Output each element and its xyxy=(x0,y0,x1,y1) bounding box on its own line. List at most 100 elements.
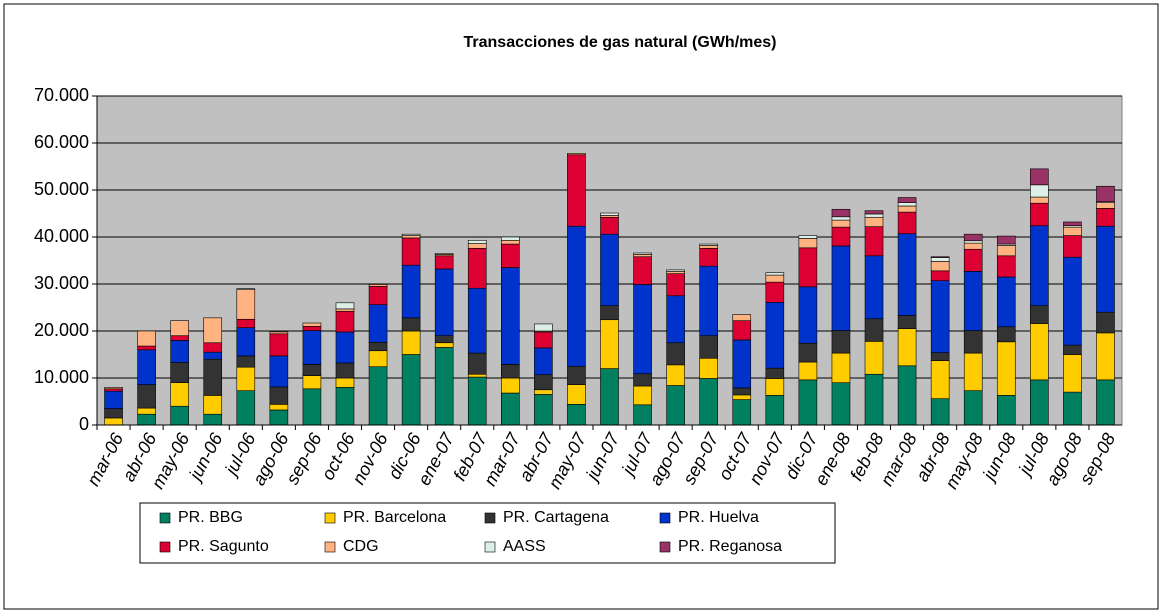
bar-segment xyxy=(170,320,189,337)
bar-segment xyxy=(831,219,851,228)
legend-label: PR. Cartagena xyxy=(503,509,609,526)
bar-segment xyxy=(203,395,223,415)
legend-swatch xyxy=(324,541,336,553)
legend-label: PR. Reganosa xyxy=(678,538,782,555)
y-tick-label: 40.000 xyxy=(34,226,89,246)
bar-segment xyxy=(302,388,322,426)
bar-segment xyxy=(1096,379,1115,426)
bar-segment xyxy=(203,317,223,344)
bar-segment xyxy=(534,394,553,426)
y-tick-label: 70.000 xyxy=(34,85,89,105)
bar-segment xyxy=(203,413,223,426)
y-tick-label: 50.000 xyxy=(34,179,89,199)
bar-segment xyxy=(732,320,752,341)
bar-segment xyxy=(897,315,917,329)
bar-segment xyxy=(963,352,983,391)
bar-segment xyxy=(203,351,223,360)
bar-segment xyxy=(467,243,487,249)
bar-segment xyxy=(699,378,718,426)
bar-segment xyxy=(930,360,950,399)
bar-segment xyxy=(930,261,950,272)
bar-segment xyxy=(897,365,917,426)
bar-segment xyxy=(335,362,355,379)
bar-segment xyxy=(368,286,388,305)
bar-segment xyxy=(963,233,983,242)
bar-segment xyxy=(633,284,652,375)
bar-segment xyxy=(137,407,156,415)
bar-segment xyxy=(137,384,156,409)
bar-segment xyxy=(1030,323,1049,381)
bar-segment xyxy=(104,408,123,419)
bar-segment xyxy=(467,247,487,289)
bar-segment xyxy=(269,331,289,335)
bar-segment xyxy=(864,216,884,227)
bar-segment xyxy=(963,330,983,354)
bar-segment xyxy=(1030,184,1049,198)
bar-segment xyxy=(1063,344,1082,355)
legend-swatch xyxy=(484,512,496,524)
bar-segment xyxy=(1096,202,1115,209)
y-tick-label: 10.000 xyxy=(34,367,89,387)
bar-segment xyxy=(930,398,950,426)
bar-segment xyxy=(798,361,818,381)
bar-segment xyxy=(600,305,619,321)
bar-segment xyxy=(1063,226,1082,236)
bar-segment xyxy=(1096,208,1115,227)
bar-segment xyxy=(633,254,652,258)
bar-segment xyxy=(831,216,851,221)
bar-segment xyxy=(170,405,189,426)
bar-segment xyxy=(1096,225,1115,313)
bar-segment xyxy=(798,286,818,344)
bar-segment xyxy=(633,404,652,426)
bar-segment xyxy=(732,314,752,321)
bar-segment xyxy=(269,333,289,357)
bar-segment xyxy=(236,366,256,391)
bar-segment xyxy=(203,342,223,353)
bar-segment xyxy=(765,367,785,379)
bar-segment xyxy=(534,331,553,349)
bar-segment xyxy=(600,233,619,306)
bar-segment xyxy=(401,235,421,239)
bar-segment xyxy=(335,377,355,388)
legend-swatch xyxy=(484,541,496,553)
bar-segment xyxy=(897,202,917,207)
bar-segment xyxy=(401,330,421,355)
bar-segment xyxy=(864,318,884,342)
bar-segment xyxy=(368,304,388,343)
bar-segment xyxy=(765,302,785,369)
bar-segment xyxy=(170,382,189,407)
bar-segment xyxy=(1063,221,1082,227)
bar-segment xyxy=(368,341,388,352)
bar-segment xyxy=(203,358,223,396)
bar-segment xyxy=(1030,168,1049,186)
bar-segment xyxy=(567,153,586,156)
bar-segment xyxy=(170,335,189,341)
bar-segment xyxy=(401,354,421,426)
bar-segment xyxy=(831,226,851,247)
bar-segment xyxy=(699,243,718,246)
bar-segment xyxy=(1096,185,1115,203)
bar-segment xyxy=(335,387,355,426)
bar-segment xyxy=(236,355,256,368)
bar-segment xyxy=(534,374,553,391)
bar-segment xyxy=(1096,311,1115,334)
bar-segment xyxy=(236,288,256,290)
bar-segment xyxy=(897,205,917,213)
bar-segment xyxy=(434,347,454,426)
bar-segment xyxy=(567,404,586,426)
bar-segment xyxy=(930,257,950,262)
bar-segment xyxy=(996,326,1016,343)
bar-segment xyxy=(831,245,851,331)
bar-segment xyxy=(534,347,553,376)
bar-segment xyxy=(798,235,818,239)
bar-segment xyxy=(864,226,884,257)
bar-segment xyxy=(732,399,752,426)
bar-segment xyxy=(467,287,487,354)
bar-segment xyxy=(401,317,421,332)
bar-segment xyxy=(434,253,454,255)
legend-label: PR. BBG xyxy=(178,509,243,526)
y-tick-label: 0 xyxy=(79,414,89,434)
legend-swatch xyxy=(659,541,671,553)
y-tick-label: 20.000 xyxy=(34,320,89,340)
